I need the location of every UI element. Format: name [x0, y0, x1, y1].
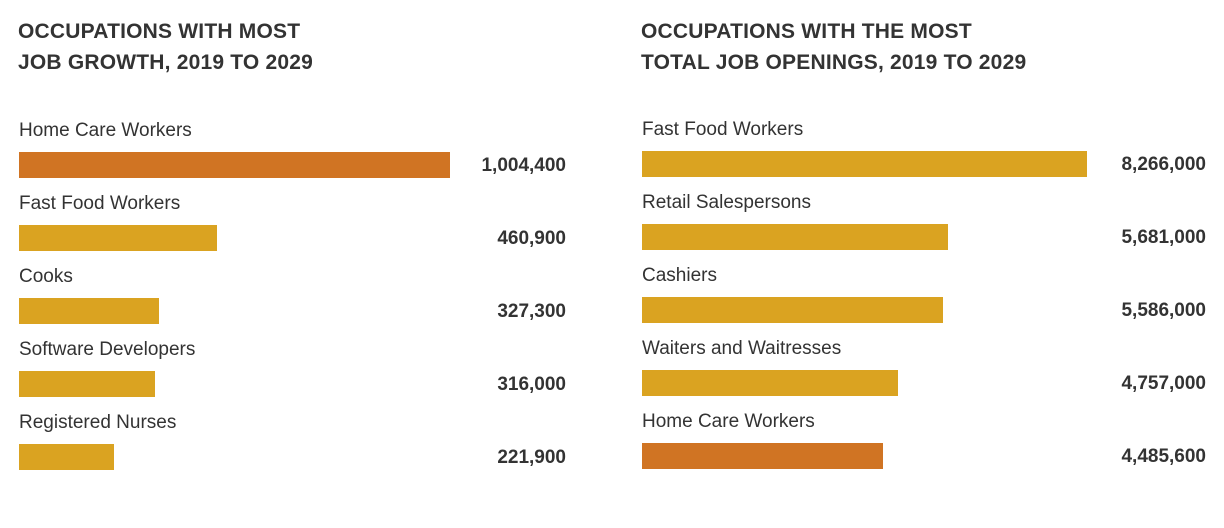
bar: [19, 152, 450, 178]
bar: [19, 444, 114, 470]
value-label: 5,586,000: [1121, 300, 1206, 321]
bar: [19, 225, 217, 251]
category-label: Cooks: [19, 266, 73, 287]
chart-title: OCCUPATIONS WITH THE MOST TOTAL JOB OPEN…: [641, 16, 1026, 78]
bar: [642, 297, 943, 323]
category-label: Fast Food Workers: [642, 119, 804, 140]
category-label: Cashiers: [642, 265, 717, 286]
bar-row: Retail Salespersons 5,681,000: [641, 192, 1206, 262]
bar: [642, 224, 948, 250]
value-label: 1,004,400: [481, 155, 566, 176]
bar-row: Cashiers 5,586,000: [641, 265, 1206, 335]
chart-title-line-1: OCCUPATIONS WITH MOST: [18, 20, 301, 43]
chart-title-line-1: OCCUPATIONS WITH THE MOST: [641, 20, 972, 43]
bar: [19, 371, 155, 397]
chart-title-line-2: JOB GROWTH, 2019 TO 2029: [18, 51, 314, 74]
chart-title-line-2: TOTAL JOB OPENINGS, 2019 TO 2029: [641, 51, 1027, 74]
category-label: Registered Nurses: [19, 412, 177, 433]
category-label: Software Developers: [19, 339, 196, 360]
value-label: 5,681,000: [1121, 227, 1206, 248]
bar-row: Home Care Workers 1,004,400: [18, 120, 566, 190]
chart-title: OCCUPATIONS WITH MOST JOB GROWTH, 2019 T…: [18, 16, 313, 78]
bar: [642, 370, 898, 396]
bar-row: Waiters and Waitresses 4,757,000: [641, 338, 1206, 408]
category-label: Home Care Workers: [19, 120, 192, 141]
bar: [642, 443, 883, 469]
bar-row: Cooks 327,300: [18, 266, 566, 336]
job-openings-chart: OCCUPATIONS WITH THE MOST TOTAL JOB OPEN…: [641, 0, 1206, 528]
value-label: 327,300: [497, 301, 566, 322]
bar-row: Fast Food Workers 460,900: [18, 193, 566, 263]
value-label: 4,485,600: [1121, 446, 1206, 467]
job-growth-chart: OCCUPATIONS WITH MOST JOB GROWTH, 2019 T…: [18, 0, 566, 528]
bar-row: Software Developers 316,000: [18, 339, 566, 409]
value-label: 4,757,000: [1121, 373, 1206, 394]
bar-row: Home Care Workers 4,485,600: [641, 411, 1206, 481]
category-label: Waiters and Waitresses: [642, 338, 842, 359]
bar: [642, 151, 1087, 177]
category-label: Home Care Workers: [642, 411, 815, 432]
bar: [19, 298, 159, 324]
bar-row: Fast Food Workers 8,266,000: [641, 119, 1206, 189]
value-label: 8,266,000: [1121, 154, 1206, 175]
value-label: 221,900: [497, 447, 566, 468]
category-label: Retail Salespersons: [642, 192, 811, 213]
bar-row: Registered Nurses 221,900: [18, 412, 566, 482]
category-label: Fast Food Workers: [19, 193, 181, 214]
value-label: 316,000: [497, 374, 566, 395]
value-label: 460,900: [497, 228, 566, 249]
